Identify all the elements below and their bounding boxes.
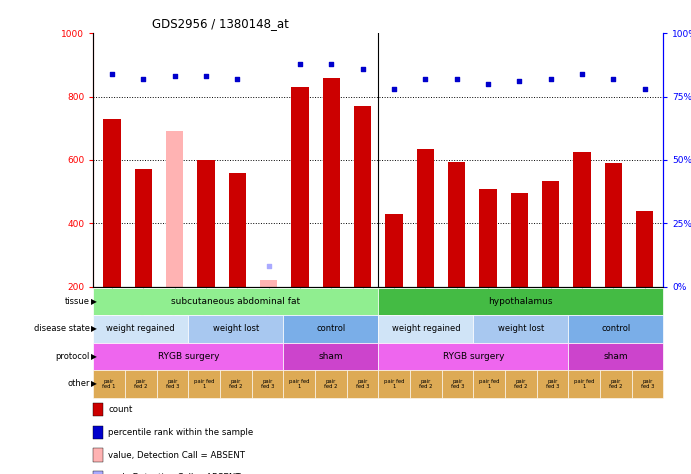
Text: sham: sham: [603, 352, 628, 361]
Text: percentile rank within the sample: percentile rank within the sample: [108, 428, 254, 437]
Bar: [292, 87, 309, 287]
Bar: [354, 106, 371, 287]
Point: [357, 65, 368, 73]
Bar: [448, 162, 465, 287]
Text: ▶: ▶: [91, 325, 97, 333]
Text: pair
fed 2: pair fed 2: [419, 379, 433, 389]
Text: RYGB surgery: RYGB surgery: [442, 352, 504, 361]
Text: weight regained: weight regained: [106, 325, 175, 333]
Text: pair fed
1: pair fed 1: [574, 379, 594, 389]
Bar: [323, 78, 340, 287]
Text: pair
fed 1: pair fed 1: [102, 379, 116, 389]
Text: sham: sham: [319, 352, 343, 361]
Text: pair
fed 3: pair fed 3: [261, 379, 274, 389]
Bar: [135, 170, 152, 287]
Point: [200, 73, 211, 80]
Text: pair
fed 3: pair fed 3: [546, 379, 559, 389]
Bar: [417, 149, 434, 287]
Text: pair fed
1: pair fed 1: [194, 379, 214, 389]
Text: pair
fed 2: pair fed 2: [324, 379, 338, 389]
Text: protocol: protocol: [55, 352, 90, 361]
Text: ▶: ▶: [91, 380, 97, 388]
Point: [326, 60, 337, 67]
Point: [451, 75, 462, 82]
Point: [169, 73, 180, 80]
Text: weight regained: weight regained: [392, 325, 460, 333]
Text: hypothalamus: hypothalamus: [489, 297, 553, 306]
Text: pair
fed 3: pair fed 3: [451, 379, 464, 389]
Text: ▶: ▶: [91, 297, 97, 306]
Bar: [605, 163, 622, 287]
Text: weight lost: weight lost: [213, 325, 259, 333]
Text: count: count: [108, 405, 133, 414]
Point: [576, 70, 587, 78]
Text: pair fed
1: pair fed 1: [479, 379, 500, 389]
Text: pair
fed 2: pair fed 2: [609, 379, 623, 389]
Text: weight lost: weight lost: [498, 325, 544, 333]
Point: [138, 75, 149, 82]
Text: RYGB surgery: RYGB surgery: [158, 352, 219, 361]
Text: disease state: disease state: [34, 325, 90, 333]
Text: pair
fed 2: pair fed 2: [514, 379, 528, 389]
Bar: [166, 131, 183, 287]
Text: ▶: ▶: [91, 352, 97, 361]
Text: tissue: tissue: [65, 297, 90, 306]
Point: [607, 75, 618, 82]
Point: [232, 75, 243, 82]
Text: pair fed
1: pair fed 1: [384, 379, 404, 389]
Text: value, Detection Call = ABSENT: value, Detection Call = ABSENT: [108, 451, 245, 459]
Bar: [260, 281, 277, 287]
Point: [263, 263, 274, 270]
Bar: [386, 214, 403, 287]
Text: subcutaneous abdominal fat: subcutaneous abdominal fat: [171, 297, 301, 306]
Bar: [480, 189, 497, 287]
Text: pair
fed 3: pair fed 3: [166, 379, 179, 389]
Point: [545, 75, 556, 82]
Bar: [542, 181, 559, 287]
Bar: [636, 210, 653, 287]
Text: other: other: [67, 380, 90, 388]
Point: [513, 78, 524, 85]
Point: [106, 70, 117, 78]
Point: [482, 80, 493, 88]
Text: pair
fed 3: pair fed 3: [356, 379, 369, 389]
Bar: [104, 119, 121, 287]
Point: [419, 75, 430, 82]
Bar: [511, 193, 528, 287]
Text: pair
fed 2: pair fed 2: [134, 379, 148, 389]
Bar: [574, 152, 591, 287]
Point: [294, 60, 305, 67]
Point: [639, 85, 650, 93]
Text: pair
fed 2: pair fed 2: [229, 379, 243, 389]
Point: [388, 85, 399, 93]
Text: control: control: [316, 325, 346, 333]
Bar: [229, 173, 246, 287]
Text: control: control: [601, 325, 630, 333]
Bar: [198, 160, 215, 287]
Text: GDS2956 / 1380148_at: GDS2956 / 1380148_at: [152, 17, 289, 29]
Text: pair fed
1: pair fed 1: [289, 379, 310, 389]
Text: pair
fed 3: pair fed 3: [641, 379, 654, 389]
